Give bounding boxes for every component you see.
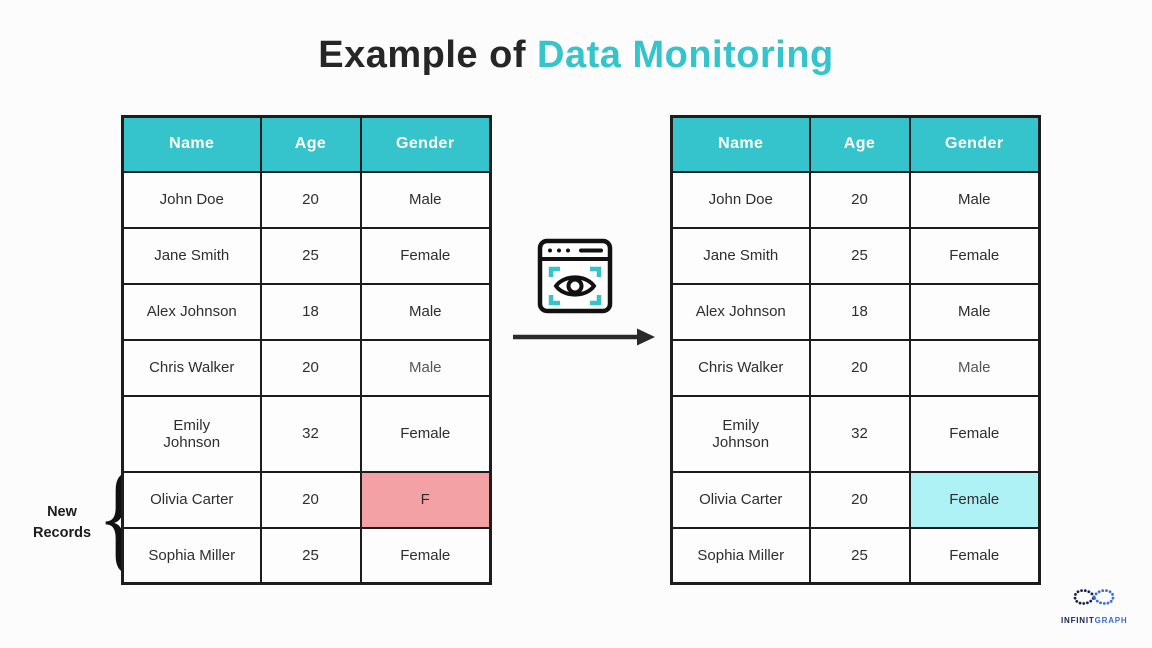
table-cell: 18 bbox=[259, 282, 362, 341]
table-cell: Alex Johnson bbox=[670, 282, 811, 341]
table-cell: Female bbox=[359, 226, 492, 285]
table-cell: John Doe bbox=[670, 170, 811, 229]
column-header: Name bbox=[670, 115, 811, 173]
table-row: John Doe 20 Male bbox=[121, 170, 492, 229]
table-cell: Emily Johnson bbox=[670, 394, 811, 473]
table-cell: 32 bbox=[808, 394, 911, 473]
table-cell: Male bbox=[908, 282, 1041, 341]
column-header: Gender bbox=[359, 115, 492, 173]
table-row: Alex Johnson 18 Male bbox=[670, 282, 1041, 341]
column-header: Age bbox=[259, 115, 362, 173]
table-cell: 32 bbox=[259, 394, 362, 473]
infinity-icon bbox=[1073, 589, 1115, 605]
table-cell: Sophia Miller bbox=[121, 526, 262, 585]
new-records-label: New Records bbox=[32, 504, 92, 541]
monitored-table: Name Age Gender John Doe 20 Male Jane Smith 25 F… bbox=[670, 115, 1041, 585]
browser-eye-icon bbox=[537, 238, 613, 314]
table-cell: Alex Johnson bbox=[121, 282, 262, 341]
data-monitoring-icon bbox=[537, 238, 613, 319]
table-cell: Sophia Miller bbox=[670, 526, 811, 585]
error-cell: F bbox=[359, 470, 492, 529]
table-cell: 25 bbox=[259, 526, 362, 585]
table-row: Chris Walker 20 Male bbox=[121, 338, 492, 397]
table-cell: Female bbox=[359, 394, 492, 473]
flow-arrow bbox=[511, 326, 657, 353]
table-cell: Male bbox=[908, 170, 1041, 229]
table-cell: 20 bbox=[259, 470, 362, 529]
table-cell: Emily Johnson bbox=[121, 394, 262, 473]
header-row: Name Age Gender bbox=[121, 115, 492, 173]
source-table: Name Age Gender John Doe 20 Male Jane Smith 25 F… bbox=[121, 115, 492, 585]
right-arrow-icon bbox=[513, 328, 655, 346]
title-prefix: Example of bbox=[318, 34, 538, 76]
column-header: Name bbox=[121, 115, 262, 173]
table-cell: John Doe bbox=[121, 170, 262, 229]
table-cell: Male bbox=[908, 338, 1041, 397]
logo-text-light: GRAPH bbox=[1094, 616, 1128, 625]
table-row: Olivia Carter 20 Female bbox=[670, 470, 1041, 529]
logo-text: INFINITGRAPH bbox=[1061, 616, 1127, 625]
table-row: Sophia Miller 25 Female bbox=[121, 526, 492, 585]
table-row: Chris Walker 20 Male bbox=[670, 338, 1041, 397]
page-title: Example of Data Monitoring bbox=[0, 34, 1152, 77]
table-cell: 20 bbox=[808, 338, 911, 397]
table-row: Jane Smith 25 Female bbox=[670, 226, 1041, 285]
table-row: Emily Johnson 32 Female bbox=[670, 394, 1041, 473]
table-cell: Female bbox=[359, 526, 492, 585]
table-cell: Olivia Carter bbox=[121, 470, 262, 529]
table-cell: 18 bbox=[808, 282, 911, 341]
header-row: Name Age Gender bbox=[670, 115, 1041, 173]
table-cell: Male bbox=[359, 282, 492, 341]
table-cell: 20 bbox=[259, 338, 362, 397]
table-cell: 20 bbox=[259, 170, 362, 229]
table-cell: 20 bbox=[808, 170, 911, 229]
table-cell: 25 bbox=[808, 526, 911, 585]
table-row: Olivia Carter 20 F bbox=[121, 470, 492, 529]
table-cell: Chris Walker bbox=[121, 338, 262, 397]
logo-text-dark: INFINIT bbox=[1061, 616, 1095, 625]
focus-brackets-icon bbox=[548, 266, 602, 306]
column-header: Age bbox=[808, 115, 911, 173]
table-cell: Female bbox=[908, 394, 1041, 473]
title-highlight: Data Monitoring bbox=[537, 34, 834, 76]
eye-icon bbox=[553, 275, 597, 297]
table-cell: 25 bbox=[259, 226, 362, 285]
table-cell: Jane Smith bbox=[121, 226, 262, 285]
table-cell: Female bbox=[908, 526, 1041, 585]
corrected-cell: Female bbox=[908, 470, 1041, 529]
table-row: Alex Johnson 18 Male bbox=[121, 282, 492, 341]
table-cell: Male bbox=[359, 338, 492, 397]
table-row: Sophia Miller 25 Female bbox=[670, 526, 1041, 585]
table-cell: Male bbox=[359, 170, 492, 229]
brand-logo: INFINITGRAPH bbox=[1061, 584, 1127, 625]
table-cell: Olivia Carter bbox=[670, 470, 811, 529]
table-cell: Female bbox=[908, 226, 1041, 285]
table-cell: 25 bbox=[808, 226, 911, 285]
table-cell: Jane Smith bbox=[670, 226, 811, 285]
column-header: Gender bbox=[908, 115, 1041, 173]
table-row: Jane Smith 25 Female bbox=[121, 226, 492, 285]
table-cell: 20 bbox=[808, 470, 911, 529]
table-row: John Doe 20 Male bbox=[670, 170, 1041, 229]
table-cell: Chris Walker bbox=[670, 338, 811, 397]
table-row: Emily Johnson 32 Female bbox=[121, 394, 492, 473]
